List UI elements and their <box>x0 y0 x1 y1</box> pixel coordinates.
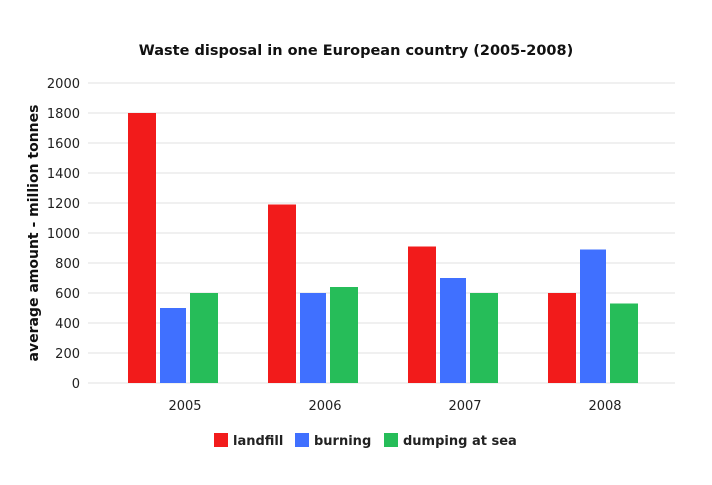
bar-burning-2006 <box>300 293 326 383</box>
bar-landfill-2008 <box>548 293 576 383</box>
y-tick-label: 800 <box>55 257 80 272</box>
x-tick-label: 2006 <box>308 399 341 414</box>
legend-item: dumping at sea <box>384 433 517 449</box>
bar-burning-2005 <box>160 308 186 383</box>
y-tick-label: 0 <box>72 377 80 392</box>
y-tick-label: 200 <box>55 347 80 362</box>
y-tick-label: 1800 <box>47 107 80 122</box>
bar-burning-2008 <box>580 249 606 383</box>
legend-label: dumping at sea <box>403 434 517 449</box>
legend-swatch <box>295 433 309 447</box>
y-tick-label: 1200 <box>47 197 80 212</box>
x-tick-label: 2008 <box>588 399 621 414</box>
x-tick-label: 2007 <box>448 399 481 414</box>
y-axis-label: average amount - million tonnes <box>26 105 42 362</box>
bar-dumping-at-sea-2005 <box>190 293 218 383</box>
y-tick-label: 1600 <box>47 137 80 152</box>
chart-title: Waste disposal in one European country (… <box>139 43 573 59</box>
bar-dumping-at-sea-2006 <box>330 287 358 383</box>
legend-label: landfill <box>233 434 283 449</box>
x-tick-label: 2005 <box>168 399 201 414</box>
legend-swatch <box>214 433 228 447</box>
bar-dumping-at-sea-2007 <box>470 293 498 383</box>
legend-label: burning <box>314 434 371 449</box>
bar-burning-2007 <box>440 278 466 383</box>
y-tick-label: 600 <box>55 287 80 302</box>
legend-item: landfill <box>214 433 283 449</box>
bar-landfill-2005 <box>128 113 156 383</box>
y-tick-label: 1000 <box>47 227 80 242</box>
bar-landfill-2006 <box>268 204 296 383</box>
bar-landfill-2007 <box>408 246 436 383</box>
y-tick-label: 2000 <box>47 77 80 92</box>
legend-swatch <box>384 433 398 447</box>
y-tick-label: 400 <box>55 317 80 332</box>
bar-dumping-at-sea-2008 <box>610 303 638 383</box>
legend-item: burning <box>295 433 371 449</box>
y-tick-label: 1400 <box>47 167 80 182</box>
